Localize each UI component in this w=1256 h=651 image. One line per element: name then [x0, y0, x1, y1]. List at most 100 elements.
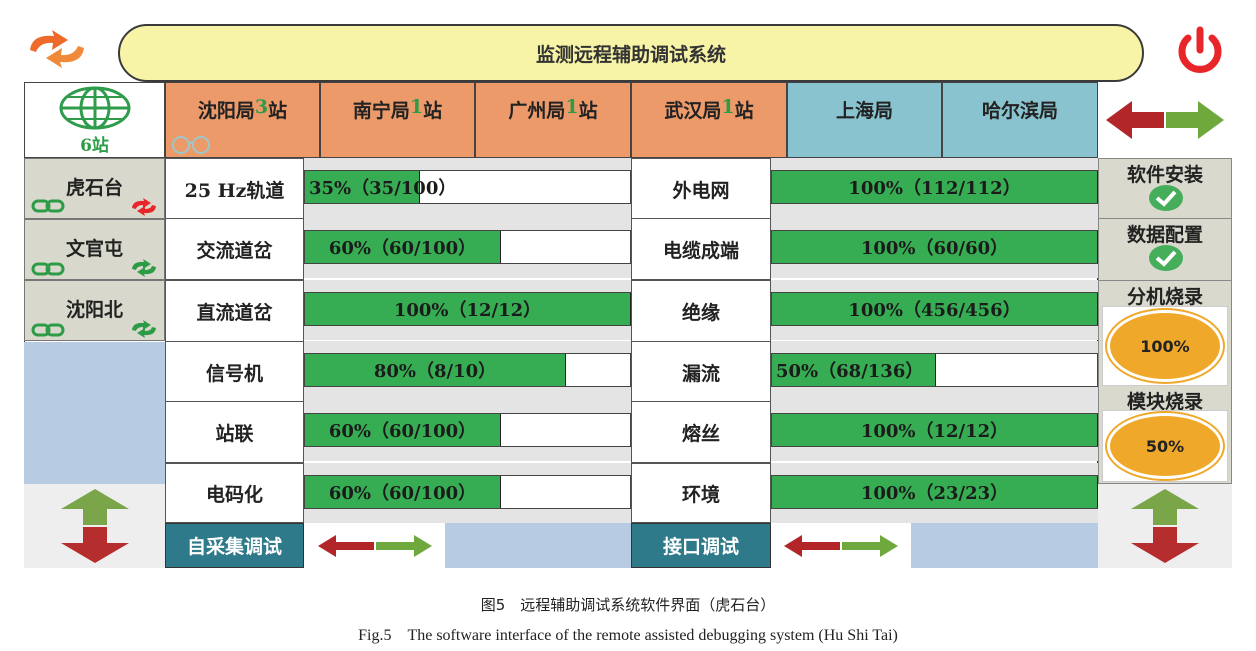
progress-text: 50%（68/136）	[776, 361, 924, 382]
interface-debug-button[interactable]: 接口调试	[631, 523, 771, 568]
progress-fill	[305, 354, 566, 386]
item-label[interactable]: 环境	[631, 463, 771, 523]
tab-bureau-2[interactable]: 广州局 1 站	[475, 82, 631, 158]
item-label[interactable]: 信号机	[165, 341, 304, 403]
progress-fill	[305, 476, 501, 508]
progress-bar[interactable]: 35%（35/100）	[304, 170, 631, 204]
item-label[interactable]: 外电网	[631, 158, 771, 220]
tab-name: 广州局	[508, 100, 566, 122]
progress-bar[interactable]: 100%（60/60）	[771, 230, 1098, 264]
progress-text: 60%（60/100）	[328, 483, 477, 504]
sync-icon[interactable]	[129, 319, 159, 339]
item-label[interactable]: 交流道岔	[165, 218, 304, 280]
item-label[interactable]: 25 Hz轨道	[165, 158, 304, 220]
progress-text: 100%（12/12）	[860, 421, 1009, 442]
link-icon	[31, 199, 65, 213]
progress-text: 100%（12/12）	[393, 300, 542, 321]
progress-bar[interactable]: 50%（68/136）	[771, 353, 1098, 387]
globe-icon	[59, 86, 130, 129]
left-right-arrows-icon	[317, 534, 432, 557]
sync-icon[interactable]	[129, 197, 159, 217]
tab-bureau-0[interactable]: 沈阳局 3 站	[165, 82, 320, 158]
progress-fill	[772, 171, 1098, 203]
item-label[interactable]: 电码化	[165, 463, 304, 523]
software-install-check-icon[interactable]	[1148, 184, 1184, 212]
progress-text: 80%（8/10）	[373, 361, 497, 382]
progress-fill	[772, 414, 1098, 446]
ext-burn-gauge[interactable]: 100%	[1107, 310, 1223, 382]
station-list-filler	[24, 342, 165, 484]
progress-bar[interactable]: 100%（112/112）	[771, 170, 1098, 204]
station-label: 虎石台	[65, 177, 123, 199]
progress-fill	[772, 293, 1098, 325]
tab-suffix: 站	[734, 100, 754, 122]
item-label[interactable]: 电缆成端	[631, 218, 771, 280]
tab-name: 上海局	[835, 100, 893, 122]
app-title: 监测远程辅助调试系统	[118, 24, 1144, 82]
tab-bureau-1[interactable]: 南宁局 1 站	[320, 82, 475, 158]
tab-bureau-3[interactable]: 武汉局 1 站	[631, 82, 787, 158]
link-icon	[31, 323, 65, 337]
progress-bar[interactable]: 100%（12/12）	[304, 292, 631, 326]
tab-nav-arrows[interactable]	[1098, 82, 1232, 158]
progress-fill	[305, 231, 501, 263]
left-bottom-filler	[445, 523, 631, 568]
progress-text: 60%（60/100）	[328, 238, 477, 259]
tab-name: 沈阳局	[197, 100, 255, 122]
up-down-arrows-icon	[60, 489, 129, 563]
sync-icon[interactable]	[129, 258, 159, 278]
item-label[interactable]: 漏流	[631, 341, 771, 403]
progress-fill	[772, 354, 936, 386]
right-page-arrows[interactable]	[771, 523, 911, 568]
module-burn-gauge[interactable]: 50%	[1107, 413, 1223, 479]
link-icon	[31, 262, 65, 276]
progress-bar[interactable]: 100%（23/23）	[771, 475, 1098, 509]
tab-station-num: 1	[409, 96, 424, 118]
data-config-label: 数据配置	[1126, 224, 1203, 246]
left-page-arrows[interactable]	[304, 523, 445, 568]
item-label[interactable]: 直流道岔	[165, 280, 304, 342]
station-label: 沈阳北	[65, 299, 123, 321]
tab-suffix: 站	[423, 100, 443, 122]
progress-fill	[305, 414, 501, 446]
item-label[interactable]: 站联	[165, 401, 304, 463]
up-down-arrows-icon	[1131, 489, 1199, 563]
progress-text: 100%（23/23）	[860, 483, 1009, 504]
tab-suffix: 站	[578, 100, 598, 122]
progress-text: 100%（112/112）	[848, 178, 1021, 199]
progress-bar[interactable]: 100%（456/456）	[771, 292, 1098, 326]
data-config-check-icon[interactable]	[1148, 244, 1184, 272]
station-scroll-arrows[interactable]	[24, 484, 165, 568]
progress-bar[interactable]: 100%（12/12）	[771, 413, 1098, 447]
item-label[interactable]: 绝缘	[631, 280, 771, 342]
module-burn-gauge-box: 50%	[1102, 410, 1228, 482]
refresh-icon[interactable]	[22, 28, 92, 70]
progress-bar[interactable]: 80%（8/10）	[304, 353, 631, 387]
tab-station-num: 1	[721, 96, 735, 118]
station-count-cell[interactable]: 6站	[24, 82, 165, 158]
station-item[interactable]: 文官屯	[24, 219, 165, 280]
progress-bar[interactable]: 60%（60/100）	[304, 413, 631, 447]
tab-bureau-4[interactable]: 上海局	[787, 82, 942, 158]
figure-caption-en: Fig.5 The software interface of the remo…	[358, 627, 898, 644]
station-item[interactable]: 沈阳北	[24, 280, 165, 341]
tab-bureau-5[interactable]: 哈尔滨局	[942, 82, 1098, 158]
self-collect-debug-button[interactable]: 自采集调试	[165, 523, 304, 568]
progress-fill	[772, 231, 1098, 263]
tab-suffix: 站	[268, 100, 288, 122]
tab-station-num: 3	[254, 96, 269, 118]
progress-text: 60%（60/100）	[328, 421, 477, 442]
module-burn-label: 模块烧录	[1126, 391, 1203, 413]
station-count: 6站	[80, 135, 109, 156]
station-label: 文官屯	[65, 238, 123, 260]
item-label[interactable]: 熔丝	[631, 401, 771, 463]
progress-bar[interactable]: 60%（60/100）	[304, 475, 631, 509]
station-item[interactable]: 虎石台	[24, 158, 165, 219]
tab-name: 南宁局	[352, 100, 410, 122]
side-divider-1	[1098, 218, 1232, 219]
progress-bar[interactable]: 60%（60/100）	[304, 230, 631, 264]
side-scroll-arrows[interactable]	[1098, 484, 1232, 568]
tab-name: 武汉局	[664, 100, 722, 122]
progress-fill	[772, 476, 1098, 508]
power-icon[interactable]	[1170, 26, 1230, 74]
